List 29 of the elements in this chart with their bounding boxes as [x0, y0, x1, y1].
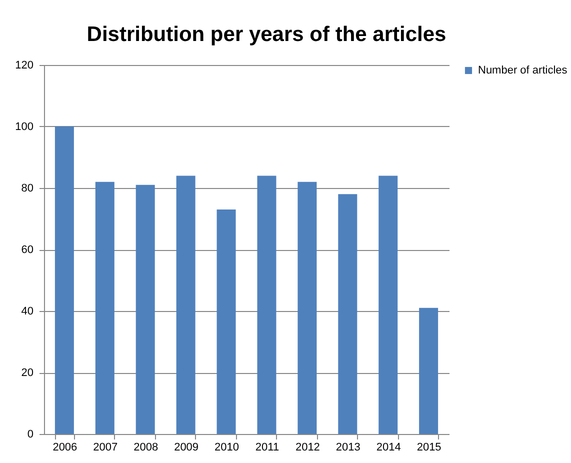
chart-title: Distribution per years of the articles: [86, 23, 446, 46]
y-tick-label: 80: [21, 182, 34, 194]
bar: [378, 176, 398, 434]
x-tick-label: 2013: [336, 442, 360, 454]
bar: [176, 176, 196, 434]
x-tick-label: 2007: [93, 442, 118, 454]
bar: [257, 176, 276, 434]
bar: [95, 182, 114, 434]
x-tick-label: 2011: [255, 442, 280, 454]
x-tick-label: 2010: [214, 442, 240, 454]
y-tick-label: 20: [21, 367, 34, 379]
x-tick-label: 2006: [52, 442, 78, 454]
bar: [216, 210, 236, 434]
legend-label: Number of articles: [478, 64, 568, 76]
bar: [298, 182, 317, 434]
bar: [54, 126, 74, 434]
bar: [419, 308, 438, 434]
y-tick-label: 100: [15, 121, 34, 133]
x-tick-label: 2009: [174, 442, 199, 454]
bar: [338, 194, 358, 434]
y-tick-label: 60: [21, 244, 34, 256]
bar: [136, 184, 155, 434]
x-tick-label: 2008: [134, 442, 158, 454]
y-tick-label: 0: [27, 428, 34, 440]
y-tick-label: 40: [21, 306, 34, 318]
x-tick-label: 2015: [416, 442, 442, 454]
x-tick-label: 2014: [376, 442, 401, 454]
y-tick-label: 120: [15, 60, 34, 72]
x-tick-label: 2012: [295, 442, 320, 454]
